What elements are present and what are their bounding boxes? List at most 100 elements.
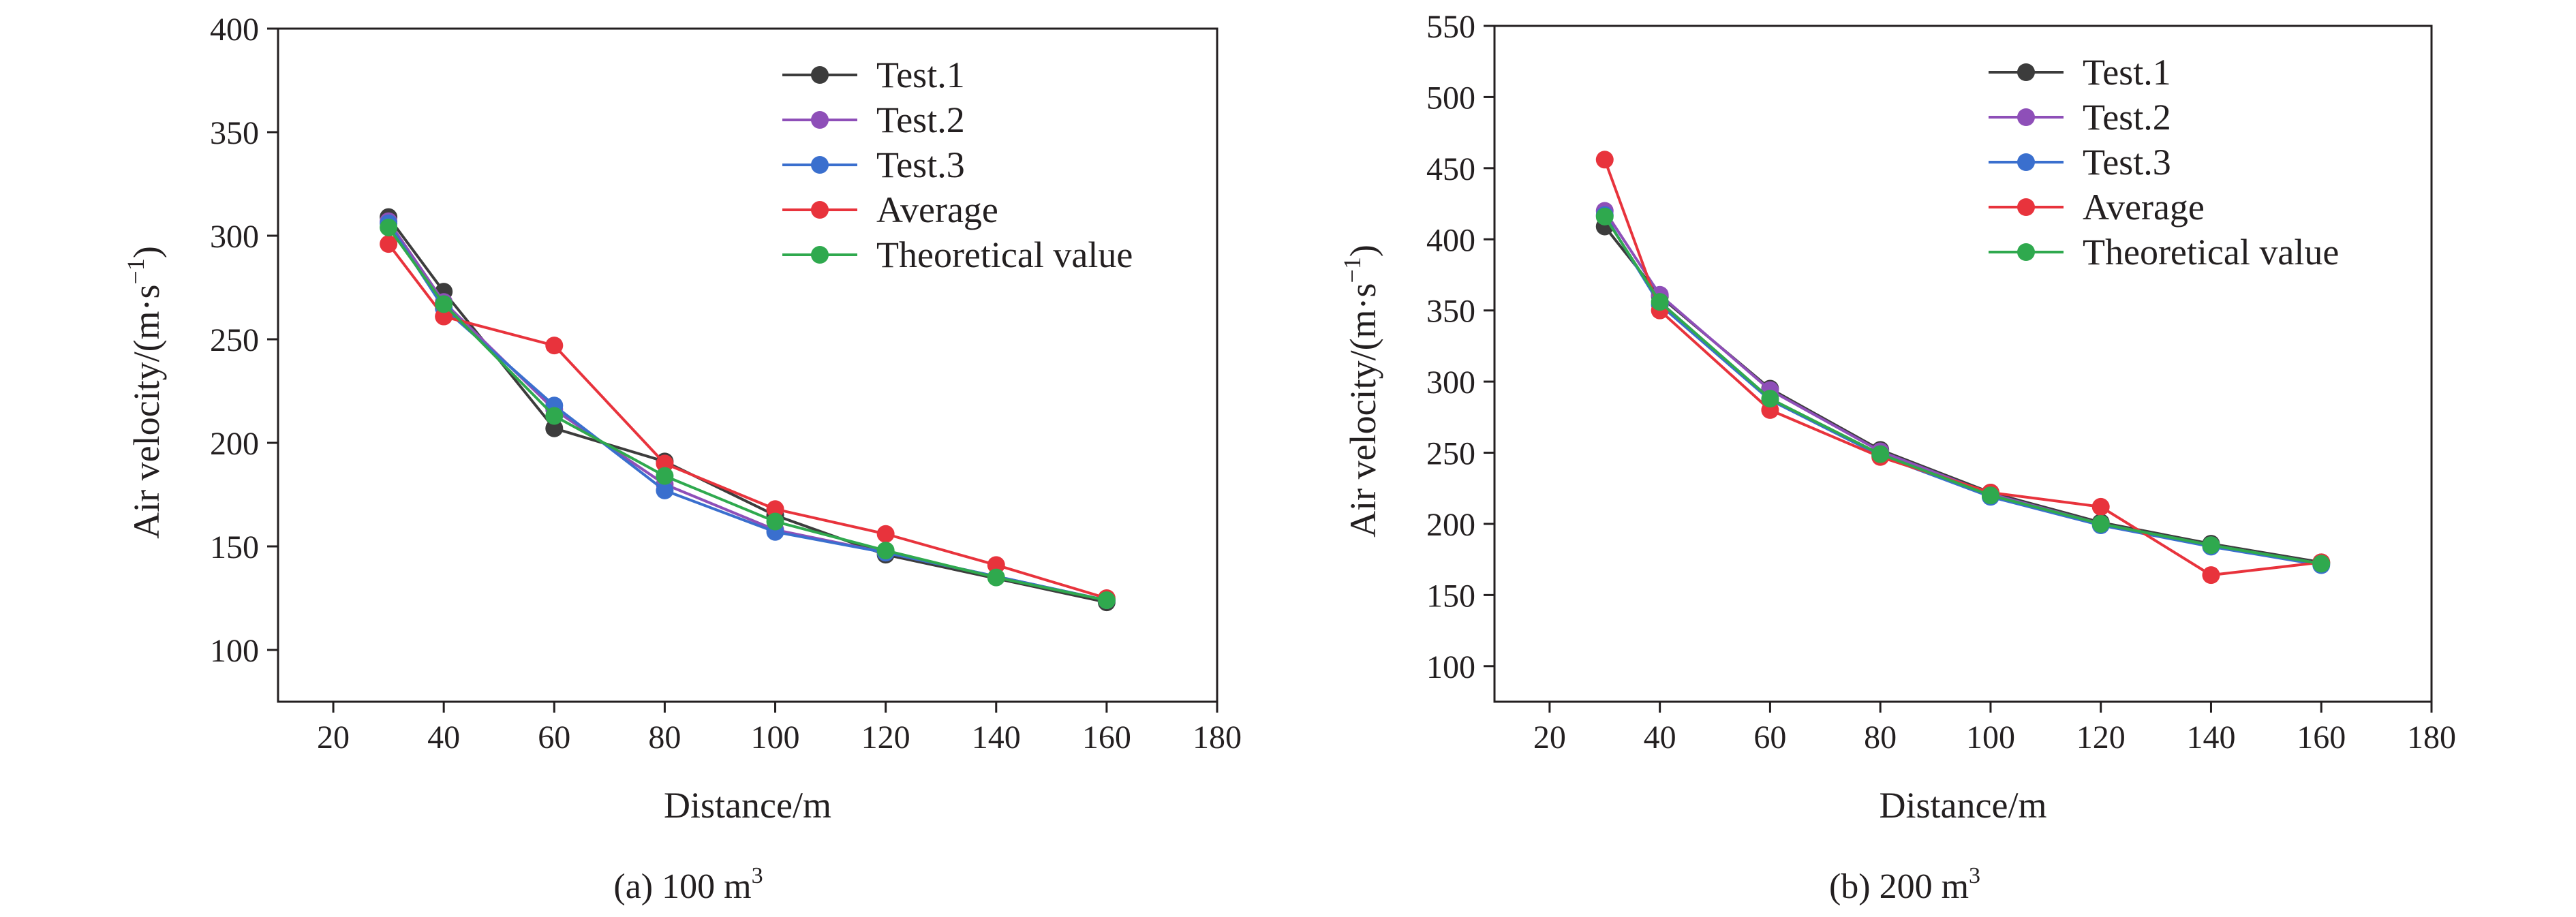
data-point-average: [1595, 151, 1614, 169]
x-tick-label: 120: [861, 719, 910, 756]
y-tick-label: 100: [210, 633, 259, 669]
panel-caption-superscript: 3: [1969, 863, 1980, 888]
x-tick-label: 160: [1082, 719, 1131, 756]
panel-caption-superscript: 3: [752, 863, 763, 888]
panel-caption: (a) 100 m3: [613, 863, 763, 906]
data-point-theoretical-value: [1651, 293, 1669, 311]
data-point-average: [656, 454, 674, 473]
series-line-test-3: [387, 222, 1107, 602]
y-tick-label: 350: [210, 115, 259, 151]
x-tick-label: 100: [1966, 719, 2015, 756]
data-point-theoretical-value: [1981, 486, 1999, 505]
data-point-theoretical-value: [2091, 514, 2110, 533]
legend-label-theoretical-value: Theoretical value: [876, 234, 1133, 275]
legend-label-theoretical-value: Theoretical value: [2083, 232, 2339, 273]
legend-marker-test-1: [2017, 63, 2035, 81]
y-axis-title-close: ): [126, 246, 167, 258]
y-axis-title-superscript: −1: [1338, 257, 1366, 283]
y-axis-title-main: Air velocity/(m·s: [1343, 283, 1383, 537]
data-point-average: [876, 525, 895, 543]
x-tick-label: 180: [2407, 719, 2456, 756]
y-tick-label: 300: [210, 219, 259, 255]
legend-marker-test-1: [811, 66, 829, 84]
y-tick-label: 350: [1426, 294, 1475, 330]
x-tick-label: 120: [2076, 719, 2126, 756]
data-point-average: [2091, 497, 2110, 516]
legend-label-test-2: Test.2: [2083, 97, 2171, 138]
data-point-average: [380, 235, 398, 253]
data-point-theoretical-value: [987, 568, 1005, 587]
plot-frame: [1493, 25, 2433, 703]
data-point-theoretical-value: [656, 467, 674, 485]
legend-marker-average: [2017, 198, 2035, 216]
data-point-theoretical-value: [545, 407, 564, 425]
y-tick-label: 450: [1426, 151, 1475, 187]
x-tick-label: 60: [538, 719, 570, 756]
data-point-test-3: [656, 481, 674, 499]
panel-caption-main: (a) 100 m: [613, 867, 751, 906]
x-tick-label: 140: [2186, 719, 2235, 756]
x-tick-label: 180: [1193, 719, 1242, 756]
legend-label-test-3: Test.3: [2083, 142, 2171, 183]
data-point-average: [766, 500, 784, 518]
panel-a-100m3: 20 40 60 80 100 120 140 160 180 100 150 200 250 300 35…: [122, 12, 1242, 906]
x-axis-title: Distance/m: [664, 785, 831, 826]
y-tick-label: 400: [210, 12, 259, 48]
legend-marker-theoretical-value: [811, 246, 829, 264]
data-point-average: [435, 307, 453, 326]
data-point-theoretical-value: [380, 218, 398, 236]
panel-caption: (b) 200 m3: [1829, 863, 1980, 906]
data-point-theoretical-value: [766, 512, 784, 531]
legend-label-average: Average: [876, 189, 998, 230]
x-tick-label: 160: [2297, 719, 2346, 756]
legend-label-average: Average: [2083, 187, 2205, 228]
data-point-average: [545, 337, 564, 355]
x-axis-title: Distance/m: [1880, 785, 2047, 826]
y-axis-title-close: ): [1343, 245, 1383, 257]
data-point-average: [987, 556, 1005, 574]
data-point-test-1: [545, 419, 564, 437]
data-point-theoretical-value: [1871, 445, 1890, 463]
legend-marker-test-3: [2017, 153, 2035, 171]
x-tick-label: 80: [648, 719, 681, 756]
y-axis-title-main: Air velocity/(m·s: [126, 284, 167, 538]
series-line-average: [1603, 159, 2322, 577]
x-tick-label: 20: [317, 719, 350, 756]
legend-label-test-3: Test.3: [876, 144, 965, 185]
data-point-theoretical-value: [1097, 591, 1116, 610]
legend-label-test-1: Test.1: [2083, 52, 2171, 93]
y-tick-label: 250: [1426, 436, 1475, 472]
y-tick-label: 400: [1426, 222, 1475, 258]
y-tick-label: 150: [1426, 578, 1475, 614]
y-axis-title: Air velocity/(m·s−1): [122, 246, 167, 539]
x-tick-label: 100: [751, 719, 800, 756]
y-tick-label: 550: [1426, 9, 1475, 45]
x-tick-label: 40: [1644, 719, 1676, 756]
panel-b-200m3: 20 40 60 80 100 120 140 160 18010015020025030035…: [1338, 9, 2456, 906]
legend-label-test-2: Test.2: [876, 99, 965, 140]
y-tick-label: 150: [210, 529, 259, 565]
series-line-test-2: [387, 220, 1107, 602]
x-tick-label: 60: [1753, 719, 1786, 756]
data-point-theoretical-value: [2312, 555, 2331, 573]
y-tick-label: 250: [210, 322, 259, 358]
panel-caption-main: (b) 200 m: [1829, 867, 1969, 906]
legend-marker-average: [811, 201, 829, 219]
y-axis-title-superscript: −1: [122, 258, 149, 284]
y-tick-label: 200: [210, 426, 259, 462]
legend-label-test-1: Test.1: [876, 55, 965, 95]
legend-marker-test-3: [811, 156, 829, 174]
series-line-theoretical-value: [1604, 215, 2322, 565]
data-point-theoretical-value: [1761, 390, 1779, 408]
legend-marker-test-2: [811, 111, 829, 129]
x-tick-label: 40: [427, 719, 460, 756]
legend-marker-theoretical-value: [2017, 243, 2035, 261]
x-tick-label: 140: [972, 719, 1021, 756]
x-tick-label: 20: [1533, 719, 1566, 756]
y-axis-title: Air velocity/(m·s−1): [1338, 245, 1383, 538]
x-tick-label: 80: [1864, 719, 1897, 756]
data-point-theoretical-value: [2202, 536, 2220, 555]
y-tick-label: 200: [1426, 507, 1475, 543]
data-point-theoretical-value: [1595, 207, 1614, 226]
